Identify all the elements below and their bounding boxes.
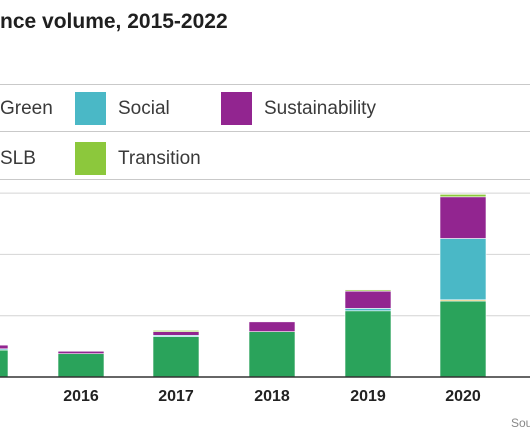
legend-swatch-transition [75, 142, 106, 175]
legend-bottom-divider [0, 179, 530, 180]
bar-segment-green-2017 [152, 336, 200, 378]
bars [0, 194, 487, 378]
x-tick-label: 2018 [254, 388, 290, 405]
bar-segment-green-2016 [57, 353, 105, 378]
legend-middle-divider [0, 131, 530, 132]
bar-segment-social-15 [0, 348, 9, 351]
bar-segment-green-2020 [439, 300, 487, 378]
legend-top-divider [0, 84, 530, 85]
bar-segment-social-2019 [344, 308, 392, 312]
bar-segment-sustainability-2020 [439, 196, 487, 239]
bar-segment-transition-2020 [439, 194, 487, 198]
bar-segment-sustainability-2016 [57, 350, 105, 355]
bar-segment-sustainability-2019 [344, 290, 392, 309]
source-note: Sou [511, 416, 530, 430]
stacked-bar-chart: 1520162017201820192020 [0, 192, 530, 405]
bar-segment-transition-2017 [152, 330, 200, 332]
legend-label-transition: Transition [118, 148, 201, 169]
x-axis: 1520162017201820192020 [0, 376, 530, 405]
legend-label-green: Green [0, 98, 53, 119]
x-tick-label: 2019 [350, 388, 386, 405]
legend-label-sustainability: Sustainability [264, 98, 376, 119]
legend: Green Social Sustainability SLB Transiti… [0, 84, 530, 180]
legend-label-social: Social [118, 98, 170, 119]
bar-segment-sustainability-2017 [152, 331, 200, 336]
bar-segment-transition-2019 [344, 289, 392, 292]
bar-segment-sustainability-15 [0, 344, 9, 350]
legend-label-slb: SLB [0, 148, 36, 169]
bar-segment-green-2018 [248, 331, 296, 378]
legend-swatch-social [75, 92, 106, 125]
bar-segment-green-15 [0, 349, 9, 378]
chart-title: nce volume, 2015-2022 [0, 10, 228, 33]
x-tick-label: 2016 [63, 388, 99, 405]
legend-swatch-sustainability [221, 92, 252, 125]
bar-segment-social-2020 [439, 238, 487, 301]
bar-segment-sustainability-2018 [248, 321, 296, 332]
x-tick-label: 2020 [445, 388, 481, 405]
bar-segment-green-2019 [344, 310, 392, 378]
x-tick-label: 2017 [158, 388, 194, 405]
